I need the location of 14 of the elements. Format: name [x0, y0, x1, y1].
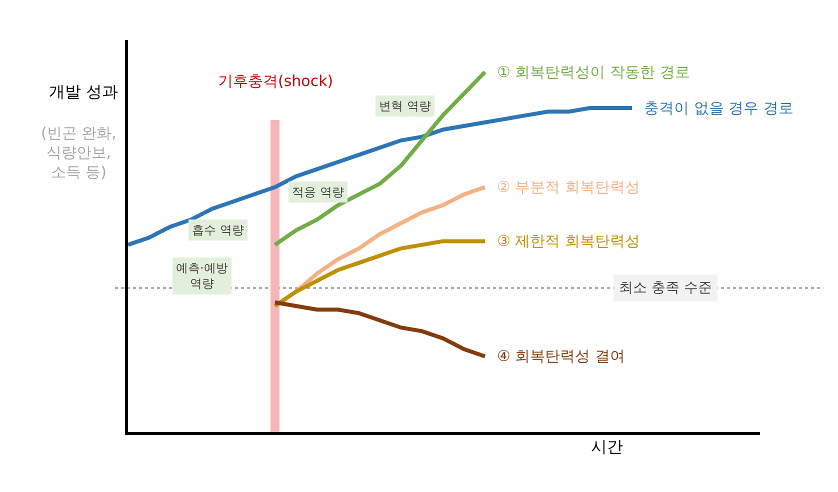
text: (빈곤 완화, 식량안보, 소득 등) — [41, 124, 116, 181]
ref-line-label: 최소 충족 수준 — [619, 280, 712, 296]
y-axis-title: 개발 성과 — [49, 82, 118, 101]
annotation: 기후충격(shock) — [218, 72, 334, 90]
annotation: 변혁 역량 — [379, 99, 431, 113]
series-label: ② 부분적 회복탄력성 — [497, 178, 640, 196]
annotation: 흡수 역량 — [192, 223, 244, 237]
annotation: 예측·예방 역량 — [176, 261, 228, 291]
x-axis-title: 시간 — [591, 437, 623, 456]
series-label: 충격이 없을 경우 경로 — [644, 99, 794, 117]
series-label: ④ 회복탄력성 결여 — [497, 347, 625, 365]
series-label: ① 회복탄력성이 작동한 경로 — [497, 63, 690, 81]
annotation: 적응 역량 — [292, 185, 344, 199]
series-label: ③ 제한적 회복탄력성 — [497, 232, 640, 250]
